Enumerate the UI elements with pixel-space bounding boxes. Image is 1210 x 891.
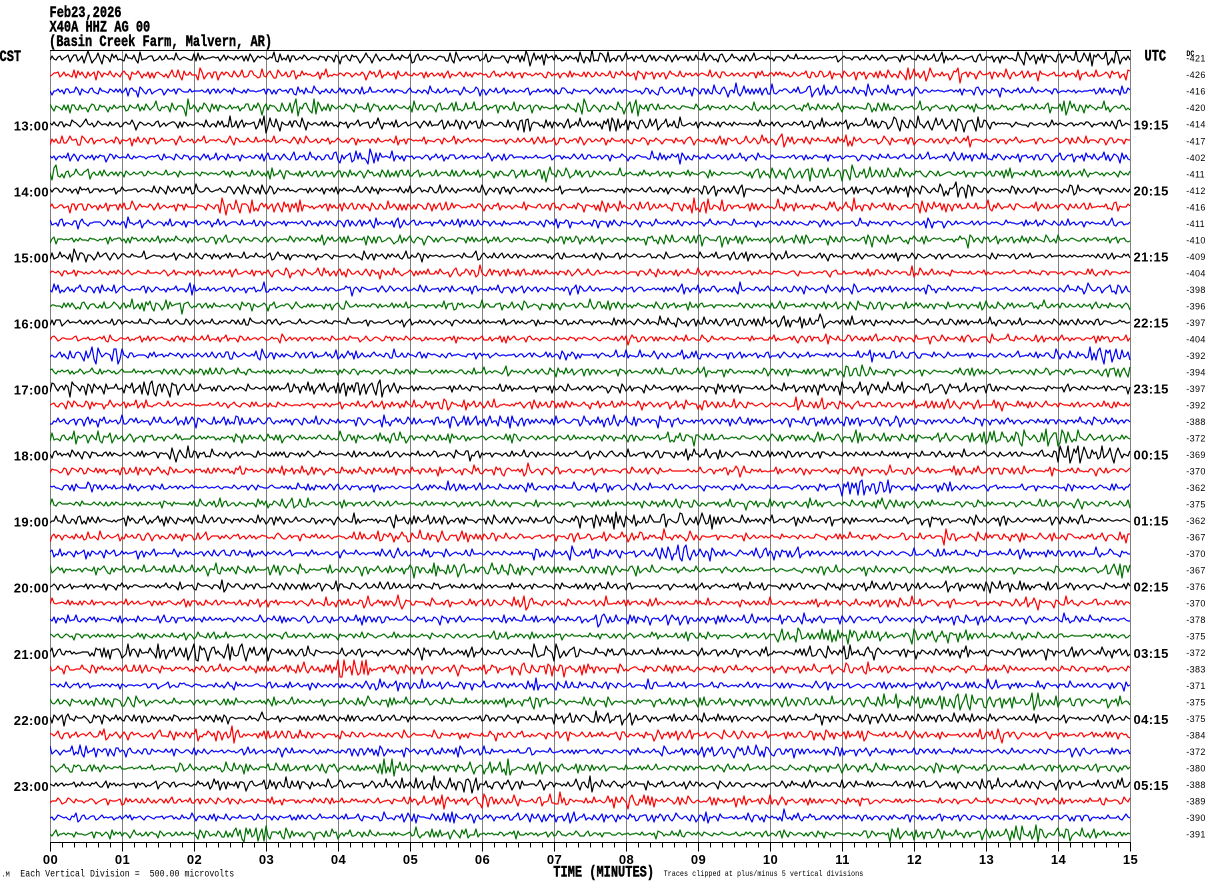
svg-text:-375: -375 [1186,698,1205,708]
svg-text:-409: -409 [1186,252,1205,262]
svg-text:-416: -416 [1186,202,1205,212]
svg-text:(Basin Creek Farm, Malvern, AR: (Basin Creek Farm, Malvern, AR) [49,34,272,52]
svg-text:16:00: 16:00 [14,317,49,332]
svg-text:-375: -375 [1186,714,1205,724]
svg-text:-372: -372 [1186,747,1205,757]
svg-text:17:00: 17:00 [14,383,49,398]
svg-text:-392: -392 [1186,400,1205,410]
svg-text:-410: -410 [1186,235,1205,245]
svg-text:10: 10 [763,852,778,867]
svg-text:-426: -426 [1186,70,1205,80]
svg-text:-369: -369 [1186,450,1205,460]
svg-text:12: 12 [907,852,922,867]
svg-text:-391: -391 [1186,830,1205,840]
svg-text:20:00: 20:00 [14,581,49,596]
svg-text:09: 09 [691,852,706,867]
svg-text:-398: -398 [1186,285,1205,295]
svg-text:-390: -390 [1186,813,1205,823]
svg-text:-378: -378 [1186,615,1205,625]
svg-text:19:15: 19:15 [1134,117,1169,132]
svg-text:03:15: 03:15 [1134,646,1169,661]
svg-text:-375: -375 [1186,632,1205,642]
svg-text:02: 02 [187,852,202,867]
svg-text:19:00: 19:00 [14,515,49,530]
svg-text:23:00: 23:00 [14,779,49,794]
svg-text:-388: -388 [1186,417,1205,427]
svg-text:14: 14 [1051,852,1067,867]
svg-text:-417: -417 [1186,136,1205,146]
svg-text:-367: -367 [1186,532,1205,542]
svg-text:-411: -411 [1186,219,1205,229]
svg-text:Traces clipped at plus/minus 5: Traces clipped at plus/minus 5 vertical … [664,871,864,880]
svg-text:-376: -376 [1186,582,1205,592]
svg-text:22:15: 22:15 [1134,316,1169,331]
svg-text:18:00: 18:00 [14,449,49,464]
svg-text:-384: -384 [1186,731,1205,741]
svg-text:-402: -402 [1186,153,1205,163]
svg-text:-397: -397 [1186,384,1205,394]
svg-text:-367: -367 [1186,566,1205,576]
svg-text:UTC: UTC [1145,48,1167,66]
svg-text:-411: -411 [1186,169,1205,179]
svg-text:-370: -370 [1186,599,1205,609]
svg-text:23:15: 23:15 [1134,382,1169,397]
svg-text:-370: -370 [1186,466,1205,476]
svg-text:-362: -362 [1186,483,1205,493]
svg-text:20:15: 20:15 [1134,183,1169,198]
svg-text:-416: -416 [1186,87,1205,97]
svg-text:02:15: 02:15 [1134,580,1169,595]
svg-text:01: 01 [115,852,130,867]
svg-text:-392: -392 [1186,351,1205,361]
svg-text:-394: -394 [1186,367,1205,377]
svg-text:01:15: 01:15 [1134,514,1169,529]
svg-text:X40A HHZ AG 00: X40A HHZ AG 00 [50,19,151,37]
svg-text:06: 06 [475,852,490,867]
svg-text:-362: -362 [1186,516,1205,526]
svg-text:21:00: 21:00 [14,647,49,662]
svg-text:-420: -420 [1186,103,1205,113]
svg-text:CST: CST [0,49,21,67]
svg-text:11: 11 [835,852,850,867]
svg-text:00:15: 00:15 [1134,448,1169,463]
svg-text:DC: DC [1186,51,1195,60]
svg-text:.M: .M [1,871,10,879]
svg-text:14:00: 14:00 [14,184,49,199]
svg-text:-383: -383 [1186,665,1205,675]
svg-text:03: 03 [259,852,274,867]
svg-text:-404: -404 [1186,334,1205,344]
svg-text:-371: -371 [1186,681,1205,691]
svg-text:21:15: 21:15 [1134,250,1169,265]
svg-text:-396: -396 [1186,301,1205,311]
svg-text:Each Vertical Division = 500.: Each Vertical Division = 500.00 microvol… [20,868,234,880]
svg-text:15:00: 15:00 [14,251,49,266]
svg-text:-388: -388 [1186,780,1205,790]
svg-text:04:15: 04:15 [1134,712,1169,727]
svg-text:13:00: 13:00 [14,118,49,133]
svg-text:-414: -414 [1186,120,1205,130]
svg-text:-389: -389 [1186,797,1205,807]
svg-text:-375: -375 [1186,499,1205,509]
svg-text:-404: -404 [1186,268,1205,278]
svg-text:00: 00 [43,852,58,867]
svg-text:Feb23,2026: Feb23,2026 [50,5,122,23]
svg-text:13: 13 [979,852,994,867]
svg-text:-372: -372 [1186,648,1205,658]
svg-text:TIME (MINUTES): TIME (MINUTES) [553,864,654,882]
svg-text:08: 08 [619,852,634,867]
svg-text:-397: -397 [1186,318,1205,328]
svg-text:04: 04 [331,852,347,867]
svg-text:05: 05 [403,852,418,867]
svg-text:-380: -380 [1186,764,1205,774]
svg-text:07: 07 [547,852,562,867]
svg-text:-421: -421 [1186,54,1205,64]
svg-text:22:00: 22:00 [14,713,49,728]
svg-text:05:15: 05:15 [1134,778,1169,793]
svg-text:15: 15 [1123,852,1138,867]
svg-text:-372: -372 [1186,433,1205,443]
svg-text:-370: -370 [1186,549,1205,559]
svg-text:-412: -412 [1186,186,1205,196]
